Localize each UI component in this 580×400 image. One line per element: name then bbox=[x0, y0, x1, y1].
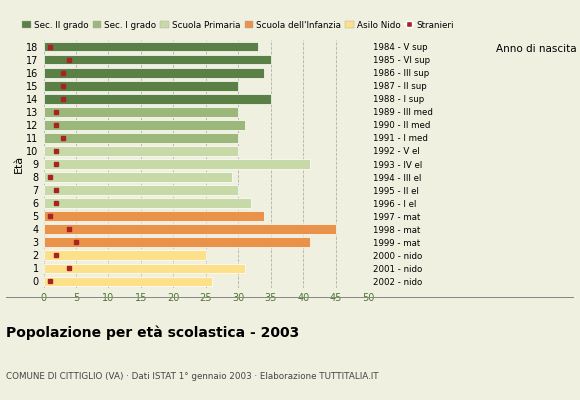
Bar bbox=[44, 250, 206, 260]
Text: COMUNE DI CITTIGLIO (VA) · Dati ISTAT 1° gennaio 2003 · Elaborazione TUTTITALIA.: COMUNE DI CITTIGLIO (VA) · Dati ISTAT 1°… bbox=[6, 372, 378, 381]
Legend: Sec. II grado, Sec. I grado, Scuola Primaria, Scuola dell'Infanzia, Asilo Nido, : Sec. II grado, Sec. I grado, Scuola Prim… bbox=[19, 17, 457, 33]
Bar bbox=[44, 107, 238, 117]
Bar bbox=[44, 133, 238, 143]
Bar bbox=[44, 264, 245, 273]
Bar bbox=[44, 276, 212, 286]
Bar bbox=[44, 120, 245, 130]
Text: Popolazione per età scolastica - 2003: Popolazione per età scolastica - 2003 bbox=[6, 326, 299, 340]
Bar bbox=[44, 159, 310, 169]
Bar bbox=[44, 198, 251, 208]
Bar bbox=[44, 81, 238, 90]
Bar bbox=[44, 238, 310, 247]
Bar bbox=[44, 146, 238, 156]
Bar bbox=[44, 55, 271, 64]
Bar bbox=[44, 94, 271, 104]
Bar bbox=[44, 42, 258, 52]
Bar bbox=[44, 211, 264, 221]
Bar bbox=[44, 172, 232, 182]
Bar bbox=[44, 185, 238, 195]
Y-axis label: Età: Età bbox=[13, 155, 23, 173]
Bar bbox=[44, 224, 336, 234]
Text: Anno di nascita: Anno di nascita bbox=[496, 44, 577, 54]
Bar bbox=[44, 68, 264, 78]
